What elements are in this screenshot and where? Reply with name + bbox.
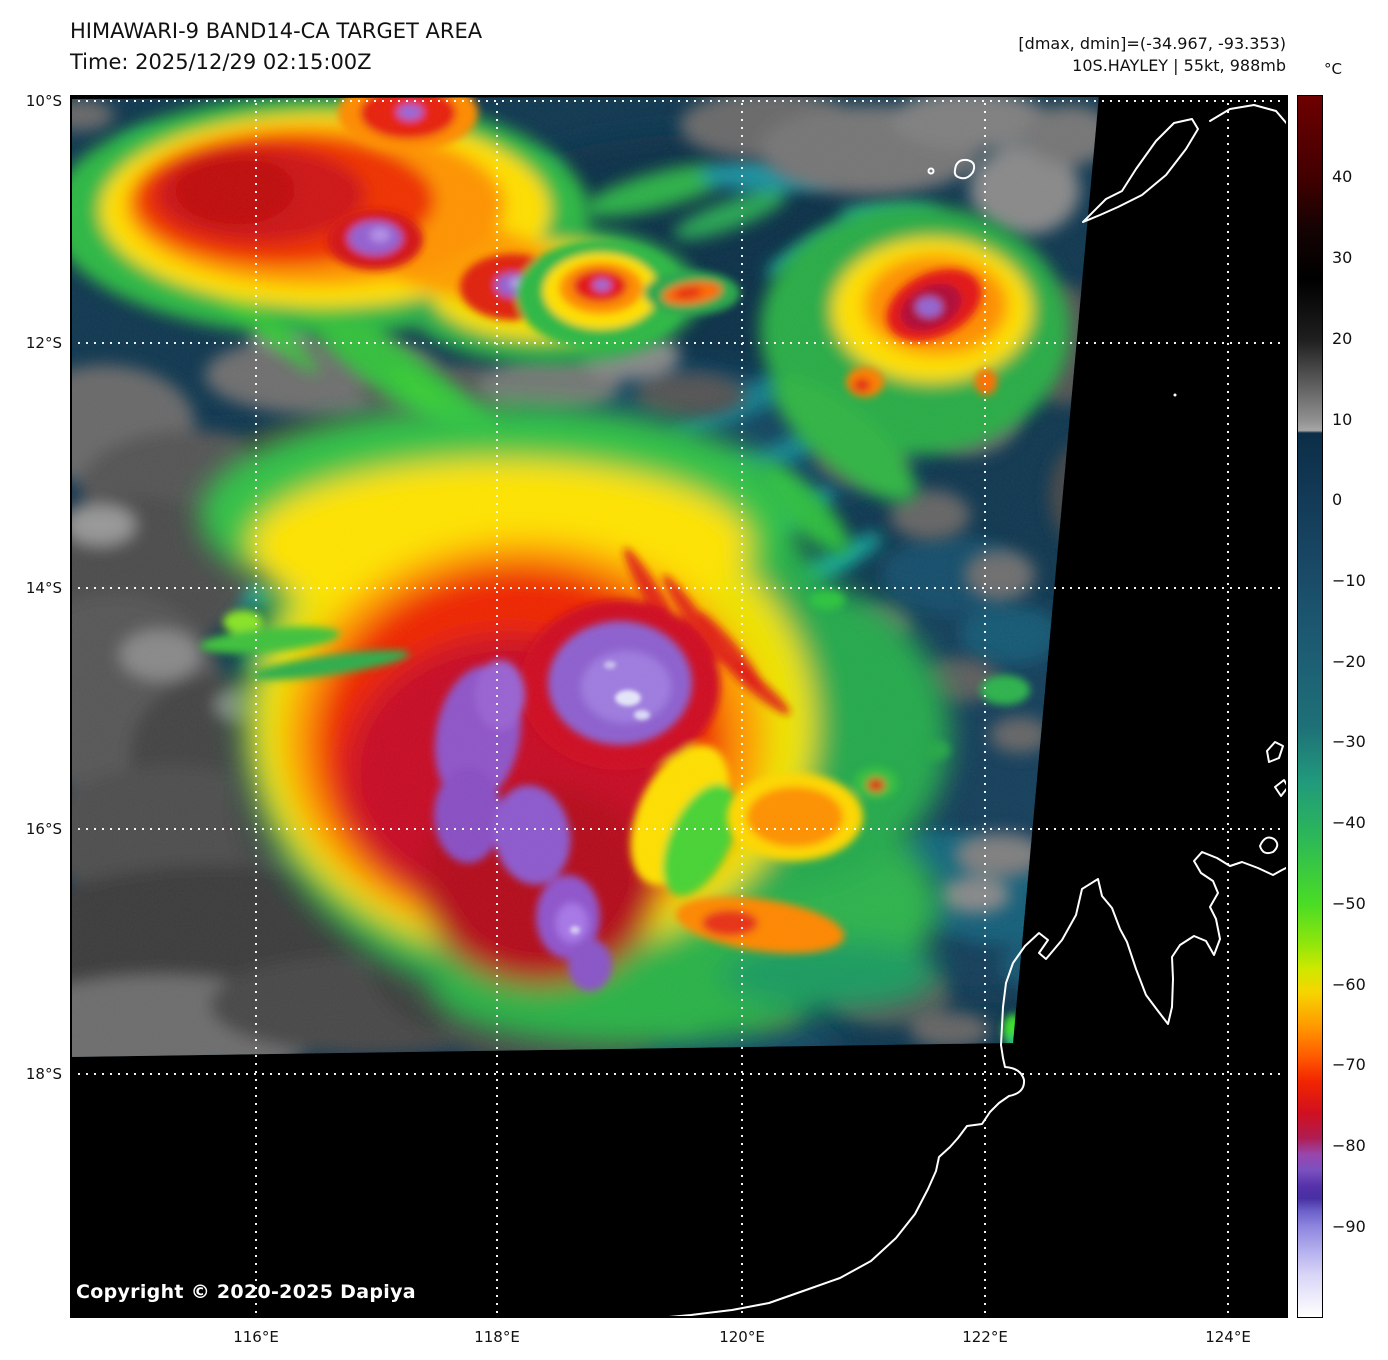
colorbar-tick-label: 0 [1332,490,1343,509]
lon-tick-label: 118°E [474,1328,520,1346]
offshore-island-3 [1259,836,1279,855]
coastlines [657,104,1288,1318]
colorbar-tick-label: −50 [1332,894,1366,913]
tiny-island [927,167,935,175]
lon-tick-label: 124°E [1205,1328,1251,1346]
colorbar-tick-label: −30 [1332,732,1366,751]
satellite-ir-map [70,95,1288,1318]
colorbar-tick-label: −80 [1332,1136,1366,1155]
dmax-dmin-readout: [dmax, dmin]=(-34.967, -93.353) [1018,34,1286,53]
lat-tick-label: 12°S [25,334,62,352]
colorbar-tick-label: 40 [1332,167,1353,186]
colorbar-tick-label: 20 [1332,329,1353,348]
offshore-island-1 [1266,741,1284,763]
colorbar-tick-label: −10 [1332,571,1366,590]
lat-tick-label: 16°S [25,820,62,838]
grid-lines [70,95,1288,1318]
timor-coastline [1082,118,1199,223]
lon-tick-label: 116°E [233,1328,279,1346]
colorbar-tick-label: −40 [1332,813,1366,832]
colorbar-tick-label: −20 [1332,652,1366,671]
lat-tick-label: 14°S [25,579,62,597]
plot-title: HIMAWARI-9 BAND14-CA TARGET AREA [70,19,483,43]
colorbar-tick-label: 30 [1332,248,1353,267]
lat-tick-label: 10°S [25,92,62,110]
lon-tick-label: 120°E [719,1328,765,1346]
offshore-island-2 [1274,779,1288,797]
coastline-ne [1209,104,1288,126]
small-island [953,158,976,180]
storm-info: 10S.HAYLEY | 55kt, 988mb [1072,56,1286,75]
plot-frame [70,95,1288,1318]
copyright-notice: Copyright © 2020-2025 Dapiya [76,1281,416,1303]
kimberley-coastline-north [1000,851,1288,1046]
temperature-colorbar [1297,95,1323,1318]
colorbar-tick-label: −70 [1332,1055,1366,1074]
colorbar-tick-label: −60 [1332,975,1366,994]
timestamp: Time: 2025/12/29 02:15:00Z [70,50,372,74]
info-readout: [dmax, dmin]=(-34.967, -93.353) 10S.HAYL… [1018,33,1286,77]
kimberley-coastline-south [657,1044,1026,1318]
tiny-island-dot [1173,393,1177,397]
lon-tick-label: 122°E [962,1328,1008,1346]
colorbar-tick-label: −90 [1332,1217,1366,1236]
noise-texture [70,95,1099,1057]
colorbar-tick-label: 10 [1332,410,1353,429]
plot-header: HIMAWARI-9 BAND14-CA TARGET AREA Time: 2… [70,16,482,78]
lat-tick-label: 18°S [25,1065,62,1083]
celsius-unit-label: °C [1324,60,1342,78]
